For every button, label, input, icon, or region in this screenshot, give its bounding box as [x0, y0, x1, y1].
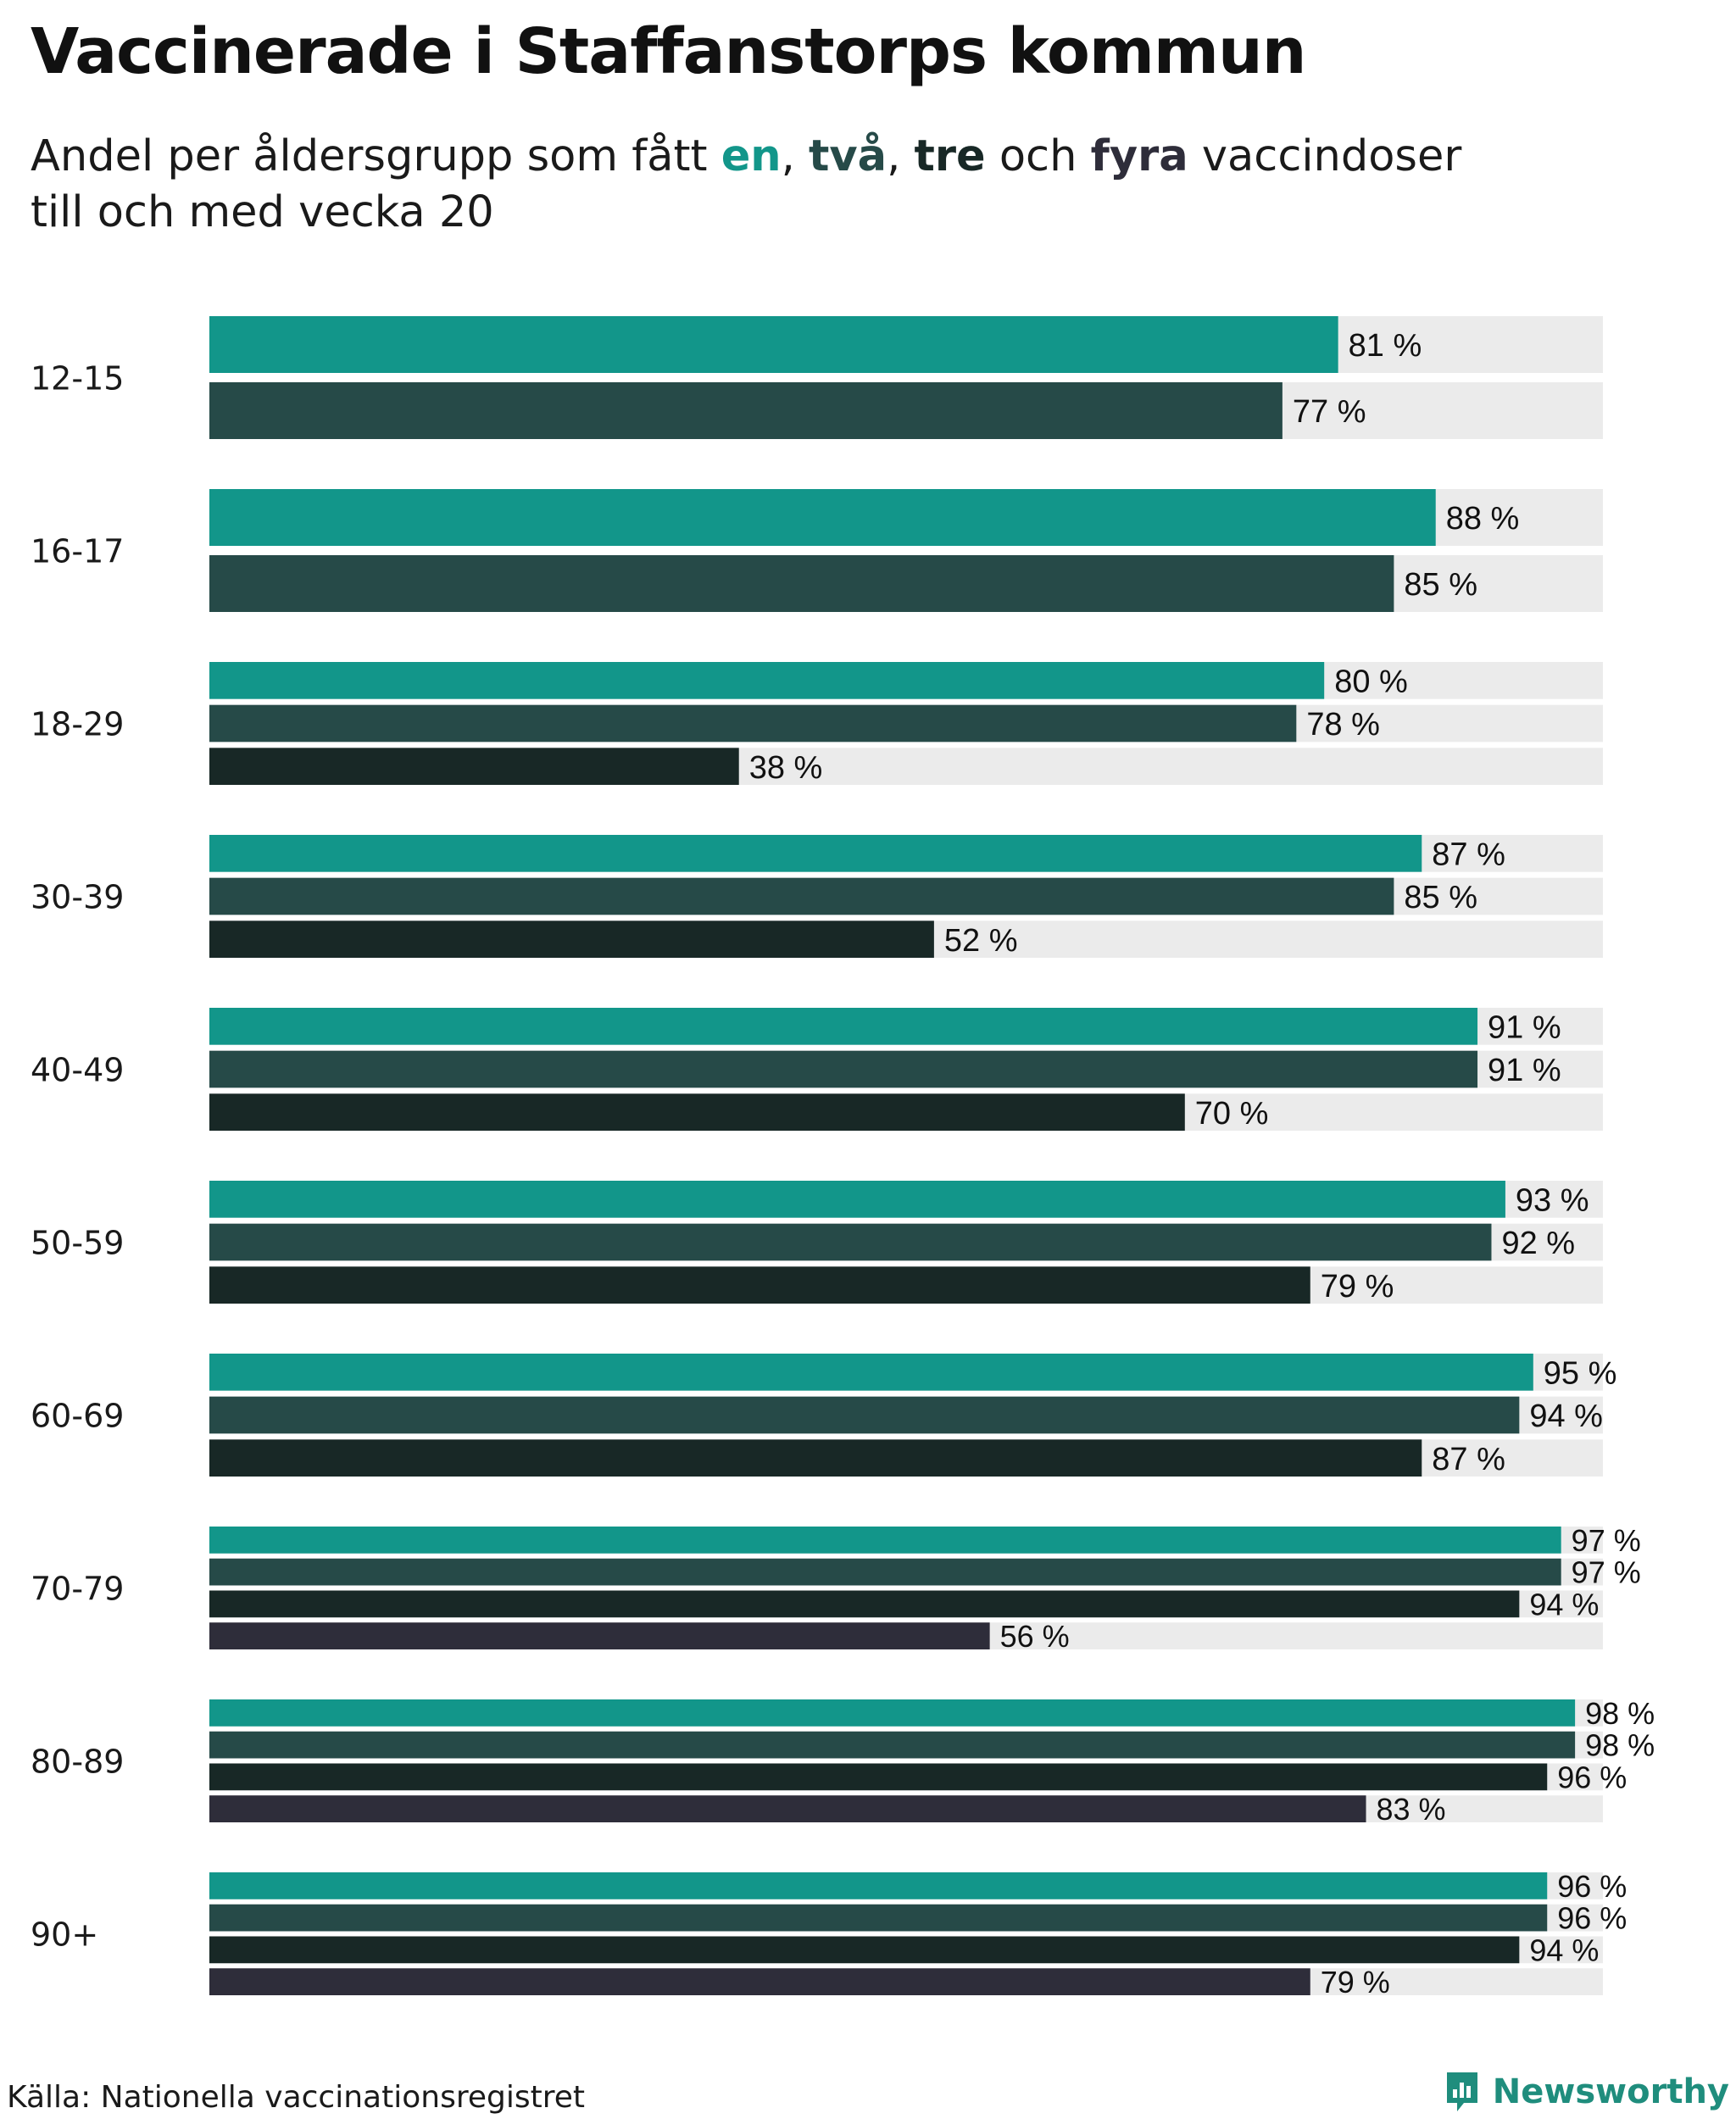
data-label: 97 % — [1572, 1523, 1641, 1558]
chart-subtitle: Andel per åldersgrupp som fått en, två, … — [31, 129, 1461, 241]
newsworthy-logo-icon — [1446, 2072, 1477, 2111]
bar-group-16-17: 16-17 88 % 85 % — [31, 489, 1603, 612]
bar-dose2 — [209, 1050, 1478, 1088]
bar-dose2 — [209, 382, 1283, 439]
bar-group-12-15: 12-15 81 % 77 % — [31, 316, 1603, 439]
bar-dose1 — [209, 1354, 1533, 1391]
data-label: 96 % — [1557, 1869, 1627, 1904]
bar-group-18-29: 18-29 80 % 78 % 38 % — [31, 662, 1603, 786]
data-label: 98 % — [1585, 1728, 1655, 1763]
data-label: 87 % — [1432, 837, 1505, 873]
bar-group-60-69: 60-69 95 % 94 % 87 % — [31, 1354, 1616, 1477]
category-label: 16-17 — [31, 533, 124, 570]
category-label: 40-49 — [31, 1052, 124, 1089]
subtitle-line2: till och med vecka 20 — [31, 187, 494, 237]
category-label: 60-69 — [31, 1398, 124, 1435]
subtitle-dose3: tre — [914, 131, 986, 181]
data-label: 81 % — [1349, 328, 1422, 364]
data-label: 79 % — [1321, 1965, 1390, 1999]
subtitle-sep2: , — [887, 131, 915, 181]
bar-dose2 — [209, 704, 1297, 742]
data-label: 38 % — [749, 750, 823, 786]
subtitle-sep3: och — [985, 131, 1091, 181]
subtitle-dose1: en — [721, 131, 782, 181]
subtitle-sep1: , — [781, 131, 810, 181]
data-label: 56 % — [1000, 1619, 1070, 1654]
data-label: 77 % — [1293, 394, 1366, 430]
data-label: 91 % — [1488, 1010, 1561, 1046]
data-label: 98 % — [1585, 1696, 1655, 1731]
bar-dose2 — [209, 877, 1394, 915]
bar-dose4 — [209, 1795, 1366, 1822]
bar-dose2 — [209, 1558, 1561, 1586]
data-label: 87 % — [1432, 1442, 1505, 1477]
data-label: 83 % — [1377, 1792, 1446, 1827]
data-label: 52 % — [944, 923, 1018, 959]
data-label: 88 % — [1446, 501, 1520, 537]
category-label: 18-29 — [31, 706, 124, 743]
data-label: 96 % — [1557, 1760, 1627, 1794]
bar-group-40-49: 40-49 91 % 91 % 70 % — [31, 1008, 1603, 1132]
bar-dose1 — [209, 1527, 1561, 1554]
bar-dose3 — [209, 1590, 1520, 1618]
bar-dose1 — [209, 1872, 1548, 1899]
category-label: 50-59 — [31, 1225, 124, 1262]
category-label: 30-39 — [31, 879, 124, 916]
bar-dose3 — [209, 748, 739, 785]
bar-dose2 — [209, 555, 1394, 612]
bar-dose3 — [209, 1439, 1422, 1477]
bar-dose1 — [209, 1699, 1576, 1727]
bar-dose3 — [209, 1093, 1185, 1131]
subtitle-suffix: vaccindoser — [1188, 131, 1462, 181]
data-label: 95 % — [1544, 1356, 1617, 1392]
data-label: 94 % — [1529, 1587, 1599, 1621]
brand-name: Newsworthy — [1492, 2072, 1729, 2111]
data-label: 79 % — [1321, 1269, 1394, 1304]
data-label: 78 % — [1306, 707, 1380, 742]
subtitle-prefix: Andel per åldersgrupp som fått — [31, 131, 721, 181]
bar-dose1 — [209, 316, 1338, 373]
data-label: 70 % — [1195, 1096, 1269, 1132]
bar-dose4 — [209, 1622, 990, 1649]
bar-dose1 — [209, 489, 1436, 546]
category-label: 70-79 — [31, 1571, 124, 1608]
bar-dose1 — [209, 1008, 1478, 1045]
bar-group-50-59: 50-59 93 % 92 % 79 % — [31, 1181, 1603, 1304]
data-label: 94 % — [1529, 1399, 1603, 1434]
bar-dose3 — [209, 1936, 1520, 1964]
bar-dose3 — [209, 1266, 1310, 1304]
chart-title: Vaccinerade i Staffanstorps kommun — [31, 15, 1306, 88]
data-label: 97 % — [1572, 1555, 1641, 1590]
bar-group-30-39: 30-39 87 % 85 % 52 % — [31, 835, 1603, 959]
category-label: 90+ — [31, 1916, 98, 1954]
bar-dose1 — [209, 1181, 1505, 1218]
bar-dose4 — [209, 1968, 1310, 1995]
bar-dose3 — [209, 920, 934, 958]
bar-dose2 — [209, 1396, 1520, 1434]
data-label: 91 % — [1488, 1053, 1561, 1088]
source-note: Källa: Nationella vaccinationsregistret — [7, 2080, 585, 2115]
data-label: 80 % — [1334, 665, 1408, 700]
category-label: 80-89 — [31, 1744, 124, 1781]
subtitle-dose2: två — [809, 131, 887, 181]
bar-group-90+: 90+96 %96 %94 %79 % — [31, 1869, 1627, 1999]
subtitle-dose4: fyra — [1090, 131, 1188, 181]
data-label: 92 % — [1501, 1226, 1575, 1261]
bar-dose3 — [209, 1763, 1548, 1791]
data-label: 94 % — [1529, 1933, 1599, 1967]
bar-dose2 — [209, 1904, 1548, 1932]
bar-dose1 — [209, 835, 1422, 872]
bar-dose2 — [209, 1223, 1492, 1261]
data-label: 93 % — [1516, 1183, 1589, 1219]
category-label: 12-15 — [31, 360, 124, 398]
data-label: 85 % — [1404, 880, 1477, 915]
bar-dose2 — [209, 1731, 1576, 1759]
data-label: 85 % — [1404, 567, 1477, 603]
bar-dose1 — [209, 662, 1325, 699]
bar-chart: 12-15 81 % 77 % 16-17 88 % 85 % 18-29 80 % 78 % 3… — [31, 316, 1655, 1999]
brand-logo: Newsworthy — [1444, 2069, 1729, 2115]
data-label: 96 % — [1557, 1901, 1627, 1936]
